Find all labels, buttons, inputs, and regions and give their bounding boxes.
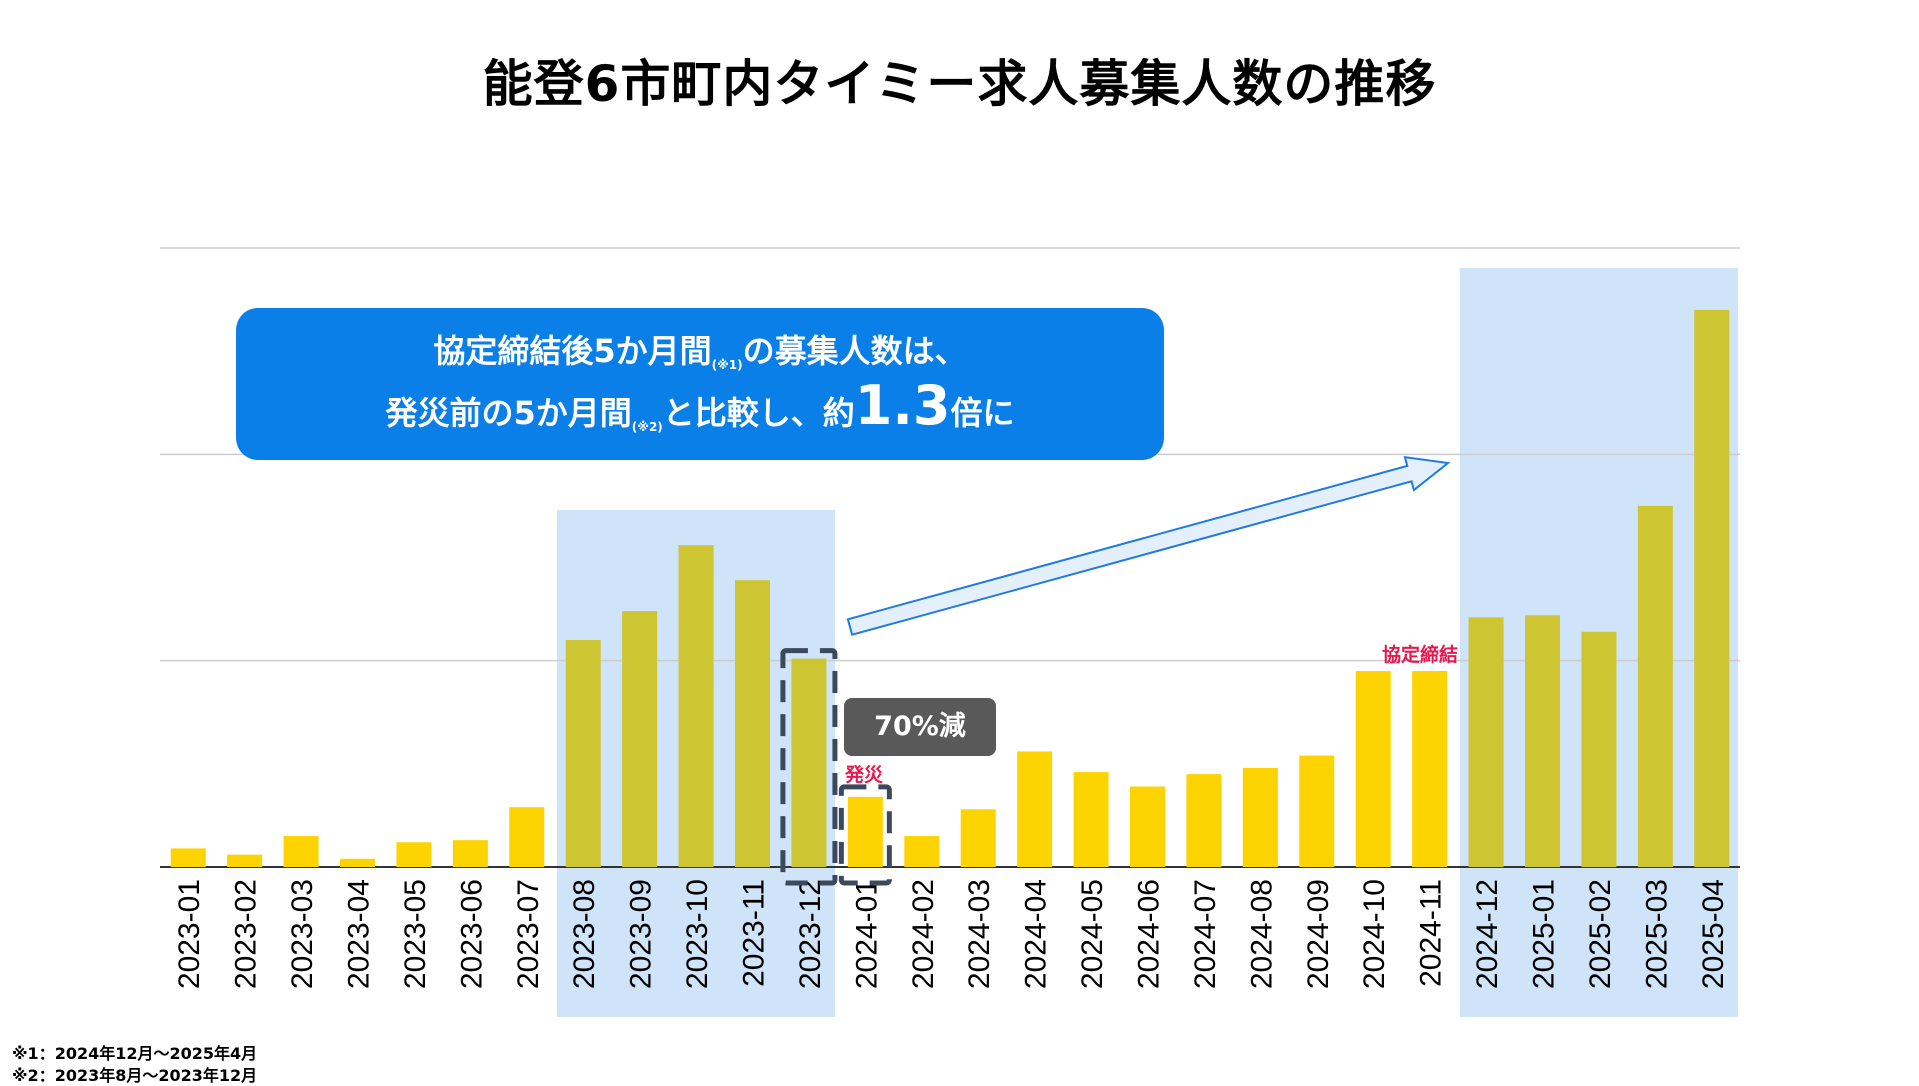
x-tick-label: 2025-04 (1697, 879, 1730, 989)
bar-2025-01 (1525, 615, 1560, 867)
x-tick-label: 2024-11 (1415, 879, 1448, 987)
x-tick-label: 2023-10 (681, 879, 714, 989)
bar-2024-02 (904, 836, 940, 867)
bar-2023-10 (678, 545, 714, 867)
x-tick-label: 2024-05 (1076, 879, 1109, 989)
bar-2023-04 (340, 858, 375, 867)
callout-line2-mid: と比較し、約 (662, 394, 855, 432)
bar-2023-03 (283, 836, 319, 867)
x-tick-label: 2024-07 (1189, 879, 1222, 989)
dashed-box-after (838, 784, 892, 886)
decrease-badge: 70%減 (844, 698, 996, 756)
bar-2024-06 (1130, 786, 1165, 867)
bar-2024-09 (1299, 755, 1335, 867)
x-tick-label: 2025-01 (1528, 879, 1561, 989)
x-tick-label: 2025-02 (1584, 879, 1617, 989)
callout-ratio: 1.3 (854, 374, 951, 437)
bar-2024-08 (1242, 767, 1278, 867)
x-tick-label: 2024-04 (1020, 879, 1053, 989)
callout-line2-note: (※2) (631, 420, 663, 434)
callout-line2-tail: 倍に (950, 394, 1015, 432)
trend-arrow (846, 455, 1451, 636)
x-tick-label: 2023-04 (343, 879, 376, 989)
x-tick-label: 2024-12 (1471, 879, 1504, 989)
disaster-label: 発災 (845, 764, 884, 786)
bar-2024-01 (847, 796, 883, 867)
bar-2024-05 (1073, 772, 1109, 867)
bar-2025-04 (1694, 309, 1730, 867)
page-title: 能登6市町内タイミー求人募集人数の推移 (482, 55, 1437, 113)
bar-2023-08 (565, 640, 601, 867)
bar-2024-03 (960, 809, 996, 867)
bar-2023-05 (396, 842, 432, 867)
bar-2023-09 (622, 611, 658, 867)
callout-line1-note: (※1) (711, 358, 743, 372)
callout-line2-main: 発災前の5か月間 (385, 394, 632, 432)
x-tick-label: 2025-03 (1640, 879, 1673, 989)
bar-2025-02 (1581, 631, 1617, 867)
bar-2023-07 (509, 807, 545, 867)
x-tick-label: 2023-02 (230, 879, 263, 989)
x-tick-label: 2023-11 (738, 879, 771, 987)
footnote-2: ※2：2023年8月～2023年12月 (12, 1066, 258, 1085)
bar-2024-07 (1186, 774, 1222, 867)
x-tick-label: 2024-09 (1302, 879, 1335, 989)
dashed-box-before (780, 648, 838, 886)
callout-line1-main: 協定締結後5か月間 (433, 332, 712, 370)
x-tick-label: 2024-03 (963, 879, 996, 989)
bar-2024-11 (1412, 670, 1448, 867)
bar-2023-12 (791, 658, 827, 867)
x-tick-label: 2023-05 (399, 879, 432, 989)
bar-2024-04 (1017, 751, 1053, 867)
bar-2023-02 (227, 854, 263, 867)
x-tick-label: 2024-01 (850, 879, 883, 989)
agreement-label: 協定締結 (1382, 644, 1459, 666)
x-tick-label: 2023-08 (568, 879, 601, 989)
bar-2025-03 (1637, 505, 1673, 867)
x-tick-label: 2023-09 (625, 879, 658, 989)
x-tick-label: 2024-06 (1133, 879, 1166, 989)
x-tick-label: 2024-10 (1358, 879, 1391, 989)
footnote-1: ※1：2024年12月～2025年4月 (12, 1044, 258, 1063)
x-tick-label: 2024-02 (907, 879, 940, 989)
x-tick-label: 2023-01 (173, 879, 206, 989)
callout-line1-tail: の募集人数は、 (742, 332, 967, 370)
x-tick-label: 2023-06 (455, 879, 488, 989)
x-tick-label: 2024-08 (1245, 879, 1278, 989)
summary-callout: 協定締結後5か月間(※1)の募集人数は、 発災前の5か月間(※2)と比較し、約1… (236, 308, 1164, 460)
bar-2023-11 (735, 580, 770, 867)
x-tick-label: 2023-03 (286, 879, 319, 989)
bar-2023-01 (170, 848, 206, 867)
x-tick-label: 2023-07 (512, 879, 545, 989)
bar-2023-06 (452, 840, 488, 867)
x-tick-label: 2023-12 (794, 879, 827, 989)
bar-2024-10 (1355, 670, 1391, 867)
bar-2024-12 (1468, 617, 1504, 867)
